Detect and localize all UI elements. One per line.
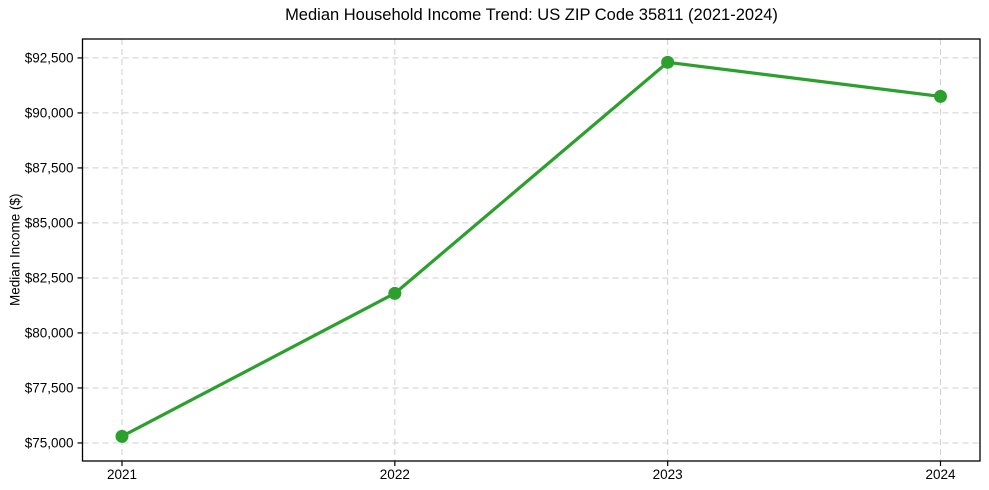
x-tick-label: 2021 <box>107 467 137 482</box>
x-tick-label: 2022 <box>380 467 410 482</box>
y-tick-label: $85,000 <box>25 215 74 230</box>
y-tick-label: $82,500 <box>25 270 74 285</box>
y-tick-label: $87,500 <box>25 160 74 175</box>
plot-border <box>81 38 981 462</box>
data-point-2024 <box>934 89 947 103</box>
x-tick-label: 2024 <box>925 467 956 482</box>
y-tick-label: $77,500 <box>25 380 74 395</box>
y-tick-label: $92,500 <box>25 50 74 65</box>
trend-line <box>120 60 943 438</box>
y-tick-label: $75,000 <box>25 435 74 450</box>
y-tick-label: $90,000 <box>25 105 74 120</box>
data-point-2021 <box>115 429 129 443</box>
data-point-2023 <box>661 55 675 69</box>
data-point-2022 <box>388 286 402 300</box>
y-tick-label: $80,000 <box>25 325 74 340</box>
x-tick-label: 2023 <box>653 467 683 482</box>
chart-title: Median Household Income Trend: US ZIP Co… <box>285 6 778 24</box>
